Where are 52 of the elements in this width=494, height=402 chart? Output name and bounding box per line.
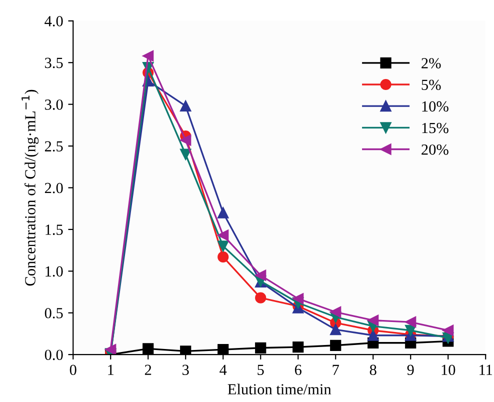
point [218, 344, 229, 355]
legend-label: 20% [422, 144, 448, 155]
legend-label: 2% [422, 58, 441, 68]
point [405, 316, 416, 328]
point [180, 148, 192, 160]
point [218, 251, 229, 263]
point [255, 292, 266, 304]
x-axis-title: Elution time/min [228, 384, 332, 394]
point [442, 324, 454, 336]
point [180, 134, 192, 146]
point [255, 342, 266, 354]
y-tick-label: 2.5 [44, 141, 63, 152]
point [292, 293, 304, 304]
legend-label: 15% [422, 122, 448, 134]
x-tick-label: 7 [332, 364, 339, 375]
point [142, 50, 154, 62]
x-tick-label: 4 [220, 364, 227, 375]
y-tick-label: 0.0 [44, 350, 63, 360]
x-tick-label: 8 [370, 364, 376, 376]
point [330, 324, 342, 336]
x-tick-label: 3 [182, 364, 189, 376]
x-tick-label: 5 [258, 364, 264, 376]
y-tick-label: 2.0 [44, 182, 63, 194]
point [218, 240, 229, 252]
point [368, 330, 379, 341]
x-tick-label: 10 [442, 364, 456, 376]
y-tick-label: 1.5 [46, 224, 63, 235]
y-tick-label: 0.5 [44, 308, 63, 318]
y-tick-label: 3.0 [45, 99, 63, 110]
point [218, 230, 229, 241]
y-tick-label: 3.5 [45, 58, 63, 68]
x-tick-label: 11 [480, 364, 492, 375]
point [105, 344, 116, 355]
y-tick-label: 4.0 [44, 16, 63, 26]
legend-label: 5% [422, 80, 441, 90]
y-axis-title: Concentration of Cd/(ng·mL$^{−1}$) [22, 90, 39, 286]
point [292, 342, 304, 353]
x-tick-label: 9 [407, 364, 414, 376]
point [142, 343, 154, 354]
y-tick-label: 1.0 [46, 266, 63, 277]
x-tick-label: 1 [108, 364, 114, 375]
point [255, 270, 266, 281]
point [218, 207, 229, 218]
x-tick-label: 0 [70, 364, 76, 376]
x-tick-label: 2 [144, 364, 152, 375]
point [330, 340, 342, 351]
point [180, 100, 192, 112]
x-tick-label: 6 [294, 364, 302, 376]
point [368, 314, 379, 326]
point [180, 346, 192, 355]
point [330, 306, 342, 318]
legend-label: 10% [422, 101, 448, 112]
